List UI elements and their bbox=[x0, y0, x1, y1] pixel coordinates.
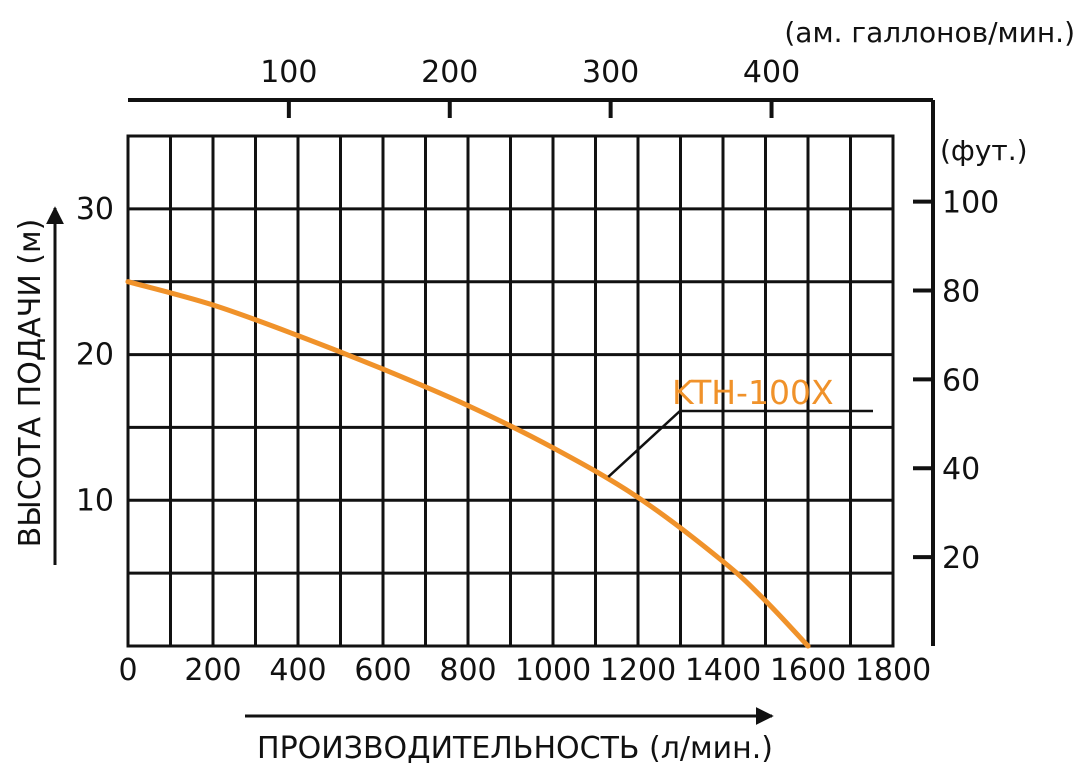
data-point bbox=[380, 366, 386, 372]
right-axis-tick-label: 100 bbox=[942, 186, 999, 221]
data-point bbox=[295, 333, 301, 339]
right-axis-tick-label: 40 bbox=[942, 452, 980, 487]
series-line-kth-100x bbox=[125, 279, 811, 649]
x-tick-label: 800 bbox=[439, 653, 496, 688]
x-tick-label: 1400 bbox=[685, 653, 761, 688]
series-label: KTH-100X bbox=[672, 373, 834, 412]
top-axis-tick-label: 100 bbox=[260, 55, 317, 90]
x-tick-label: 600 bbox=[354, 653, 411, 688]
right-axis-tick-label: 20 bbox=[942, 541, 980, 576]
right-axis-tick-label: 60 bbox=[942, 363, 980, 398]
data-point bbox=[550, 445, 556, 451]
data-point bbox=[635, 494, 641, 500]
y-tick-label: 30 bbox=[76, 192, 114, 227]
data-point bbox=[465, 403, 471, 409]
x-tick-label: 1800 bbox=[855, 653, 931, 688]
right-axis: 20 40 60 80 100 bbox=[913, 100, 999, 646]
x-tick-label: 400 bbox=[269, 653, 326, 688]
y-tick-label: 10 bbox=[76, 483, 114, 518]
top-axis-tick-label: 300 bbox=[582, 55, 639, 90]
series-layer: KTH-100X bbox=[125, 279, 873, 649]
data-point bbox=[805, 643, 811, 649]
x-axis-title: ПРОИЗВОДИТЕЛЬНОСТЬ (л/мин.) bbox=[257, 731, 773, 765]
y-tick-label: 20 bbox=[76, 338, 114, 373]
plot-frame bbox=[126, 134, 895, 648]
data-point bbox=[720, 558, 726, 564]
x-tick-label: 1600 bbox=[770, 653, 846, 688]
tick-labels: 0 200 400 600 800 1000 1200 1400 1600 1800 10 20 30 bbox=[76, 192, 931, 688]
data-point bbox=[763, 598, 768, 604]
x-tick-label: 0 bbox=[118, 653, 137, 688]
data-point bbox=[125, 279, 131, 285]
top-axis-tick-label: 200 bbox=[421, 55, 478, 90]
y-axis-title: ВЫСОТА ПОДАЧИ (м) bbox=[13, 219, 48, 548]
series-callout-line bbox=[607, 409, 873, 478]
right-axis-tick-label: 80 bbox=[942, 274, 980, 309]
data-point bbox=[210, 302, 216, 308]
x-tick-label: 200 bbox=[184, 653, 241, 688]
top-axis: 100 200 300 400 bbox=[128, 55, 933, 118]
top-axis-tick-label: 400 bbox=[743, 55, 800, 90]
x-tick-label: 1200 bbox=[600, 653, 676, 688]
top-axis-unit-label: (ам. галлонов/мин.) bbox=[784, 16, 1075, 49]
x-tick-label: 1000 bbox=[515, 653, 591, 688]
right-axis-unit-label: (фут.) bbox=[940, 134, 1028, 167]
